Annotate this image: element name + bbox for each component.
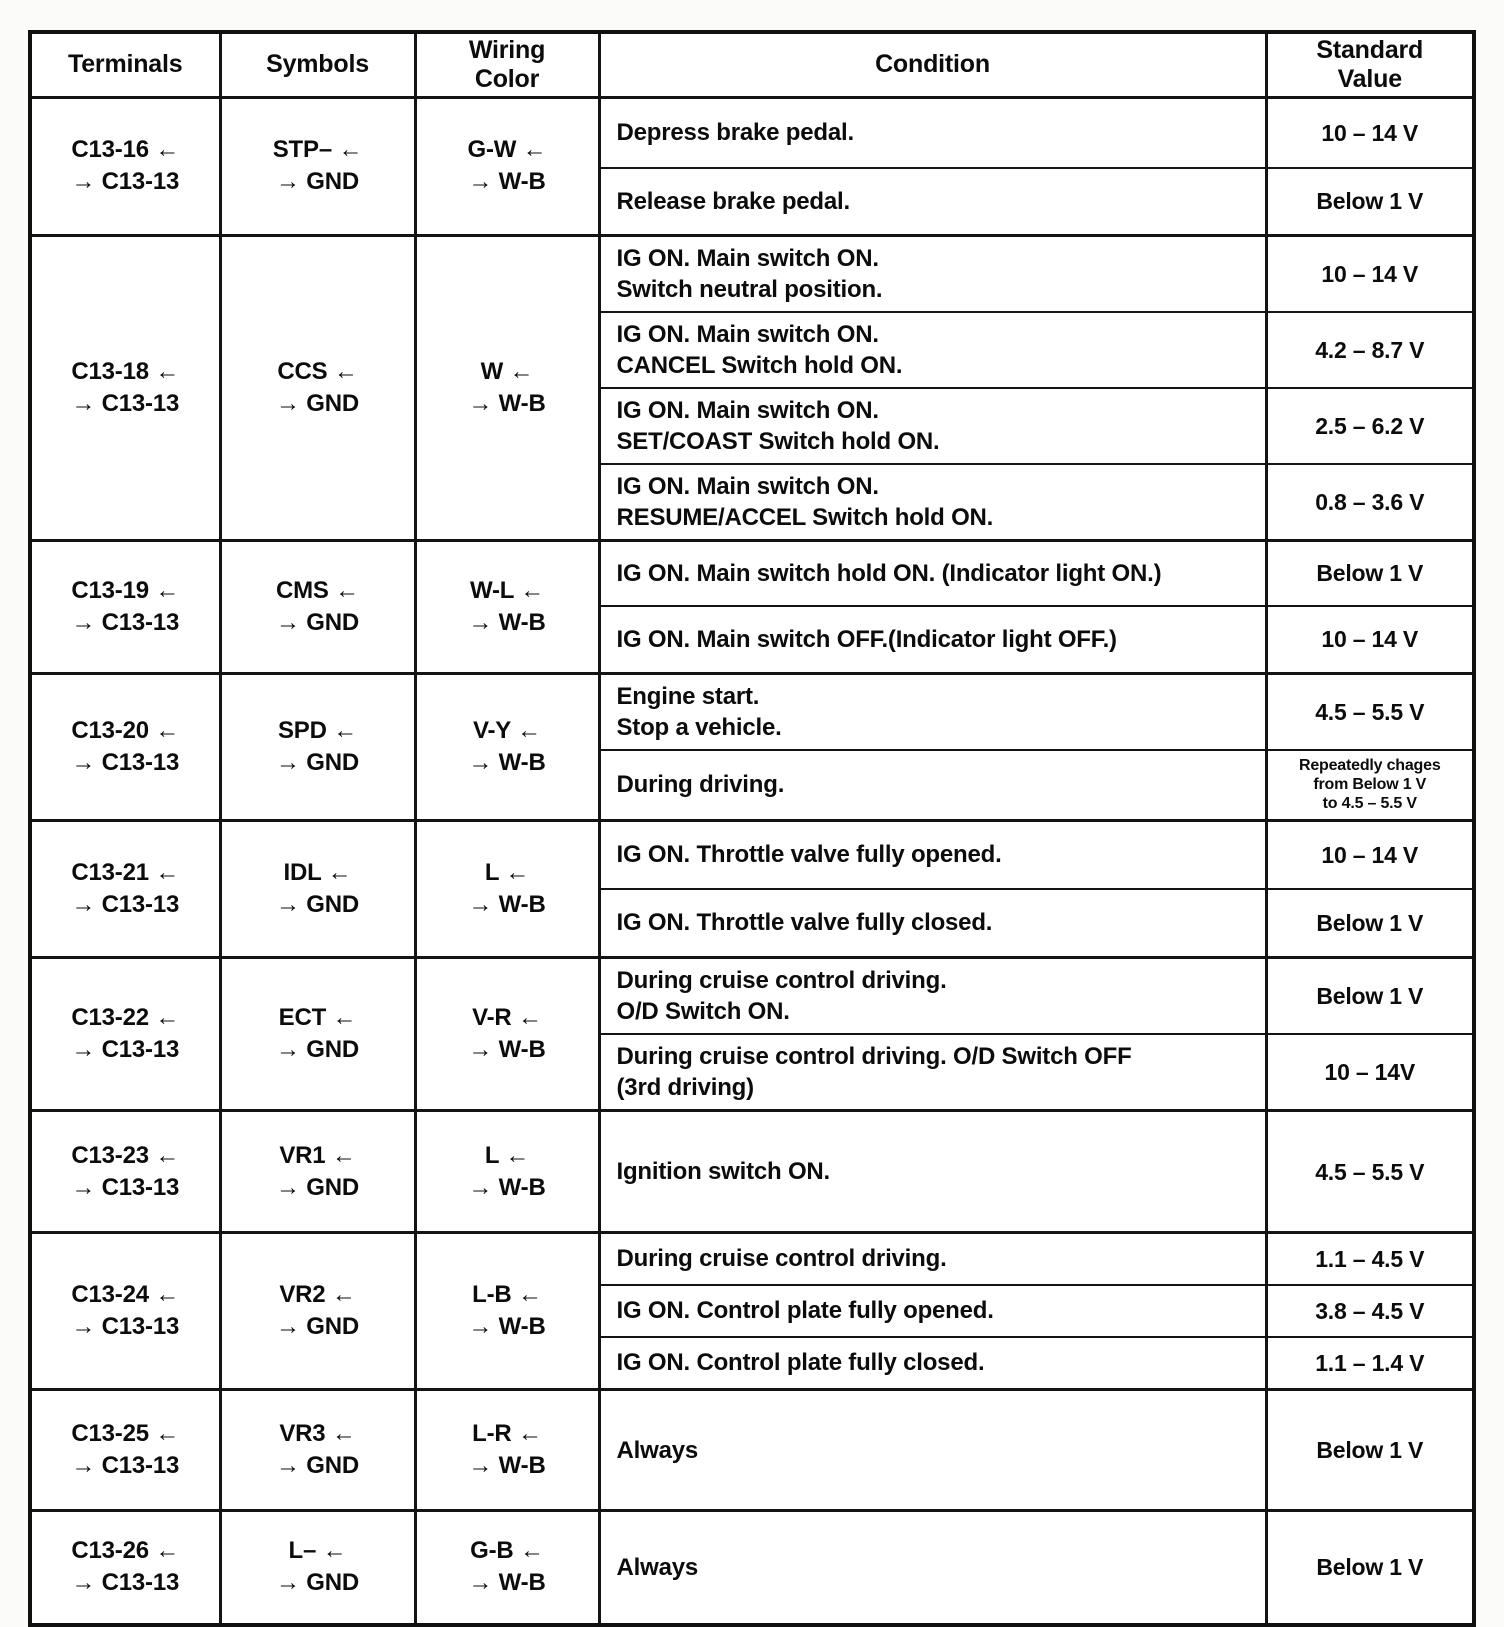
table-row: C13-23 ← → C13-13 VR1 ← → GND L ← → W-B … xyxy=(28,1109,1476,1234)
terminals-cell: C13-16 ← → C13-13 xyxy=(28,95,222,236)
symbols-cell: IDL ← → GND xyxy=(218,819,417,959)
condition-cell: Always xyxy=(597,1509,1268,1626)
standard-value-cell: Below 1 V xyxy=(1264,538,1476,607)
wiring-color-cell: V-R ← → W-B xyxy=(413,956,601,1112)
terminals-cell: C13-19 ← → C13-13 xyxy=(28,538,222,674)
condition-cell: During cruise control driving. xyxy=(597,1231,1268,1286)
condition-cell: IG ON. Main switch hold ON. (Indicator l… xyxy=(597,538,1268,607)
table-row: IG ON. Main switch ON. CANCEL Switch hol… xyxy=(30,310,1476,389)
standard-value-cell: 3.8 – 4.5 V xyxy=(1264,1283,1476,1338)
table-row: IG ON. Main switch ON. SET/COAST Switch … xyxy=(30,386,1476,465)
table-row: C13-25 ← → C13-13 VR3 ← → GND L-R ← → W-… xyxy=(28,1388,1476,1512)
terminals-cell: C13-18 ← → C13-13 xyxy=(28,233,222,541)
standard-value-cell: 10 – 14V xyxy=(1264,1033,1476,1112)
condition-cell: IG ON. Control plate fully closed. xyxy=(597,1335,1268,1391)
table-row: IG ON. Main switch OFF.(Indicator light … xyxy=(30,605,1476,674)
table-row: IG ON. Throttle valve fully closed. Belo… xyxy=(30,887,1476,959)
condition-cell: IG ON. Main switch ON. SET/COAST Switch … xyxy=(597,386,1268,465)
table-row: Release brake pedal. Below 1 V xyxy=(30,167,1476,236)
wiring-color-cell: G-W ← → W-B xyxy=(413,95,601,236)
table-row: C13-18 ← → C13-13 CCS ← → GND W ← → W-B … xyxy=(28,233,1476,541)
condition-cell: During cruise control driving. O/D Switc… xyxy=(597,1033,1268,1112)
condition-cell: Depress brake pedal. xyxy=(597,95,1268,169)
symbols-cell: VR2 ← → GND xyxy=(218,1231,417,1391)
condition-cell: IG ON. Main switch ON. Switch neutral po… xyxy=(597,233,1268,313)
column-header-wiring-color: Wiring Color xyxy=(413,30,601,99)
table-row: IG ON. Control plate fully closed. 1.1 –… xyxy=(30,1335,1476,1391)
standard-value-cell: 10 – 14 V xyxy=(1264,819,1476,890)
table-row: C13-22 ← → C13-13 ECT ← → GND V-R ← → W-… xyxy=(28,956,1476,1112)
condition-cell: Release brake pedal. xyxy=(597,167,1268,236)
standard-value-cell: 1.1 – 1.4 V xyxy=(1264,1335,1476,1391)
symbols-cell: VR1 ← → GND xyxy=(218,1109,417,1234)
table-row: C13-16 ← → C13-13 STP– ← → GND G-W ← → W… xyxy=(28,95,1476,236)
standard-value-cell: 0.8 – 3.6 V xyxy=(1264,462,1476,541)
standard-value-cell: 4.5 – 5.5 V xyxy=(1264,671,1476,751)
standard-value-cell: 10 – 14 V xyxy=(1264,233,1476,313)
condition-cell: IG ON. Throttle valve fully opened. xyxy=(597,819,1268,890)
wiring-color-cell: L ← → W-B xyxy=(413,1109,601,1234)
standard-value-cell: 10 – 14 V xyxy=(1264,95,1476,169)
standard-value-cell: Below 1 V xyxy=(1264,1509,1476,1626)
standard-value-cell: 4.2 – 8.7 V xyxy=(1264,310,1476,389)
condition-cell: Engine start. Stop a vehicle. xyxy=(597,671,1268,751)
table-row: During cruise control driving. O/D Switc… xyxy=(30,1033,1476,1112)
wiring-color-cell: W ← → W-B xyxy=(413,233,601,541)
standard-value-cell: 4.5 – 5.5 V xyxy=(1264,1109,1476,1234)
standard-value-cell: Below 1 V xyxy=(1264,956,1476,1035)
scanned-manual-page: Terminals Symbols Wiring Color Condition… xyxy=(28,30,1476,1627)
symbols-cell: CCS ← → GND xyxy=(218,233,417,541)
standard-value-cell: Below 1 V xyxy=(1264,1388,1476,1512)
standard-value-cell: 2.5 – 6.2 V xyxy=(1264,386,1476,465)
table-row: C13-21 ← → C13-13 IDL ← → GND L ← → W-B … xyxy=(28,819,1476,959)
column-header-symbols: Symbols xyxy=(218,30,417,99)
wiring-color-cell: W-L ← → W-B xyxy=(413,538,601,674)
table-row: IG ON. Control plate fully opened. 3.8 –… xyxy=(30,1283,1476,1338)
symbols-cell: ECT ← → GND xyxy=(218,956,417,1112)
symbols-cell: CMS ← → GND xyxy=(218,538,417,674)
condition-cell: During cruise control driving. O/D Switc… xyxy=(597,956,1268,1035)
standard-value-cell: 10 – 14 V xyxy=(1264,605,1476,674)
terminals-cell: C13-22 ← → C13-13 xyxy=(28,956,222,1112)
terminals-cell: C13-25 ← → C13-13 xyxy=(28,1388,222,1512)
terminals-cell: C13-23 ← → C13-13 xyxy=(28,1109,222,1234)
table-row: C13-20 ← → C13-13 SPD ← → GND V-Y ← → W-… xyxy=(28,671,1476,822)
standard-value-cell: Below 1 V xyxy=(1264,887,1476,959)
wiring-color-cell: V-Y ← → W-B xyxy=(413,671,601,822)
column-header-standard-value: Standard Value xyxy=(1264,30,1476,99)
wiring-color-cell: L-B ← → W-B xyxy=(413,1231,601,1391)
header-row: Terminals Symbols Wiring Color Condition… xyxy=(28,30,1476,99)
terminals-cell: C13-24 ← → C13-13 xyxy=(28,1231,222,1391)
table-row: C13-24 ← → C13-13 VR2 ← → GND L-B ← → W-… xyxy=(28,1231,1476,1391)
condition-cell: IG ON. Main switch ON. RESUME/ACCEL Swit… xyxy=(597,462,1268,541)
condition-cell: IG ON. Main switch ON. CANCEL Switch hol… xyxy=(597,310,1268,389)
terminals-cell: C13-26 ← → C13-13 xyxy=(28,1509,222,1626)
terminals-cell: C13-21 ← → C13-13 xyxy=(28,819,222,959)
standard-value-cell: Below 1 V xyxy=(1264,167,1476,236)
condition-cell: During driving. xyxy=(597,748,1268,822)
condition-cell: Ignition switch ON. xyxy=(597,1109,1268,1234)
column-header-condition: Condition xyxy=(597,30,1268,99)
table-row: IG ON. Main switch ON. RESUME/ACCEL Swit… xyxy=(30,462,1476,541)
condition-cell: IG ON. Main switch OFF.(Indicator light … xyxy=(597,605,1268,674)
symbols-cell: SPD ← → GND xyxy=(218,671,417,822)
wiring-color-cell: L-R ← → W-B xyxy=(413,1388,601,1512)
symbols-cell: L– ← → GND xyxy=(218,1509,417,1626)
column-header-terminals: Terminals xyxy=(28,30,222,99)
terminal-inspection-table: Terminals Symbols Wiring Color Condition… xyxy=(28,30,1476,1627)
table-row: C13-19 ← → C13-13 CMS ← → GND W-L ← → W-… xyxy=(28,538,1476,674)
symbols-cell: STP– ← → GND xyxy=(218,95,417,236)
condition-cell: Always xyxy=(597,1388,1268,1512)
condition-cell: IG ON. Throttle valve fully closed. xyxy=(597,887,1268,959)
condition-cell: IG ON. Control plate fully opened. xyxy=(597,1283,1268,1338)
terminals-cell: C13-20 ← → C13-13 xyxy=(28,671,222,822)
table-row: C13-26 ← → C13-13 L– ← → GND G-B ← → W-B… xyxy=(28,1509,1476,1626)
wiring-color-cell: L ← → W-B xyxy=(413,819,601,959)
wiring-color-cell: G-B ← → W-B xyxy=(413,1509,601,1626)
standard-value-cell: 1.1 – 4.5 V xyxy=(1264,1231,1476,1286)
standard-value-cell: Repeatedly chages from Below 1 V to 4.5 … xyxy=(1264,748,1476,822)
symbols-cell: VR3 ← → GND xyxy=(218,1388,417,1512)
table-row: During driving. Repeatedly chages from B… xyxy=(30,748,1476,822)
